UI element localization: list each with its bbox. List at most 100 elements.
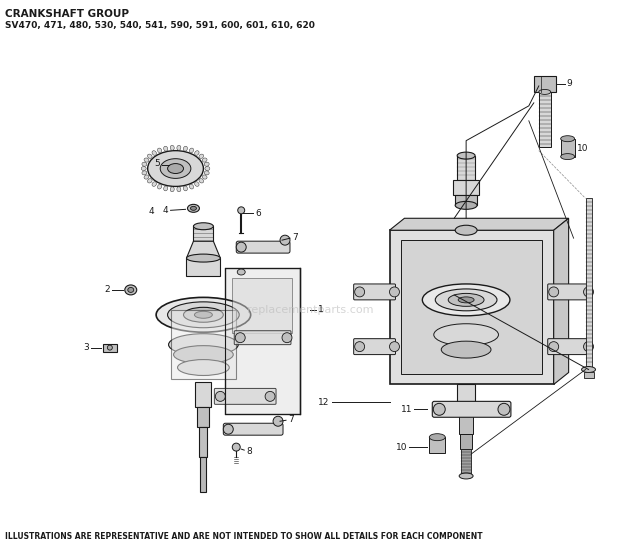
Ellipse shape bbox=[265, 391, 275, 401]
Ellipse shape bbox=[498, 403, 510, 415]
FancyBboxPatch shape bbox=[401, 240, 542, 374]
Ellipse shape bbox=[235, 333, 245, 342]
Ellipse shape bbox=[434, 324, 498, 346]
Ellipse shape bbox=[429, 433, 445, 441]
FancyBboxPatch shape bbox=[560, 139, 575, 157]
Polygon shape bbox=[554, 218, 569, 385]
Polygon shape bbox=[389, 218, 569, 230]
Text: 8: 8 bbox=[246, 447, 252, 455]
Ellipse shape bbox=[167, 163, 184, 174]
Ellipse shape bbox=[215, 391, 225, 401]
Bar bbox=[455, 196, 477, 206]
FancyBboxPatch shape bbox=[353, 339, 396, 355]
Ellipse shape bbox=[167, 302, 239, 328]
Ellipse shape bbox=[141, 167, 146, 170]
Text: 4: 4 bbox=[149, 207, 154, 216]
Bar bbox=[461, 449, 471, 474]
Text: 10: 10 bbox=[396, 443, 407, 452]
Ellipse shape bbox=[195, 151, 199, 155]
Ellipse shape bbox=[202, 158, 207, 162]
FancyBboxPatch shape bbox=[432, 401, 511, 417]
FancyBboxPatch shape bbox=[353, 284, 396, 300]
Ellipse shape bbox=[433, 403, 445, 415]
Ellipse shape bbox=[457, 152, 475, 159]
Text: ILLUSTRATIONS ARE REPRESENTATIVE AND ARE NOT INTENDED TO SHOW ALL DETAILS FOR EA: ILLUSTRATIONS ARE REPRESENTATIVE AND ARE… bbox=[6, 532, 483, 541]
Bar bbox=[459, 414, 473, 434]
Bar bbox=[460, 434, 472, 449]
Bar bbox=[187, 258, 220, 276]
Ellipse shape bbox=[237, 207, 245, 214]
Ellipse shape bbox=[422, 284, 510, 316]
Bar bbox=[170, 310, 236, 379]
Text: 3: 3 bbox=[83, 343, 89, 352]
FancyBboxPatch shape bbox=[232, 278, 292, 333]
Ellipse shape bbox=[199, 154, 203, 158]
Ellipse shape bbox=[152, 151, 156, 155]
Polygon shape bbox=[187, 241, 220, 258]
Ellipse shape bbox=[205, 167, 210, 170]
Text: 10: 10 bbox=[577, 144, 588, 153]
Ellipse shape bbox=[195, 182, 199, 186]
Ellipse shape bbox=[164, 146, 168, 151]
Text: 12: 12 bbox=[319, 398, 330, 407]
Ellipse shape bbox=[441, 341, 491, 358]
FancyBboxPatch shape bbox=[234, 330, 291, 345]
Ellipse shape bbox=[459, 473, 473, 479]
Ellipse shape bbox=[237, 269, 245, 275]
FancyBboxPatch shape bbox=[534, 76, 556, 92]
Text: 6: 6 bbox=[255, 209, 261, 218]
Ellipse shape bbox=[187, 254, 220, 262]
Ellipse shape bbox=[204, 162, 209, 166]
Ellipse shape bbox=[157, 148, 162, 153]
Ellipse shape bbox=[195, 311, 213, 318]
Bar bbox=[539, 92, 551, 147]
Ellipse shape bbox=[148, 154, 152, 158]
Ellipse shape bbox=[199, 179, 203, 183]
Ellipse shape bbox=[236, 242, 246, 252]
FancyBboxPatch shape bbox=[389, 230, 554, 385]
Ellipse shape bbox=[202, 175, 207, 179]
Ellipse shape bbox=[435, 289, 497, 311]
Ellipse shape bbox=[539, 89, 551, 94]
Ellipse shape bbox=[232, 443, 240, 451]
Ellipse shape bbox=[455, 201, 477, 209]
Ellipse shape bbox=[148, 151, 203, 186]
Ellipse shape bbox=[355, 287, 365, 297]
Text: 7: 7 bbox=[292, 233, 298, 242]
Ellipse shape bbox=[549, 287, 559, 297]
Ellipse shape bbox=[282, 333, 292, 342]
Ellipse shape bbox=[355, 341, 365, 352]
FancyBboxPatch shape bbox=[223, 423, 283, 435]
Ellipse shape bbox=[107, 345, 112, 350]
Ellipse shape bbox=[223, 424, 233, 434]
FancyBboxPatch shape bbox=[547, 284, 590, 300]
FancyBboxPatch shape bbox=[429, 437, 445, 453]
Ellipse shape bbox=[156, 298, 250, 332]
Ellipse shape bbox=[187, 204, 200, 212]
Bar bbox=[457, 385, 475, 414]
Ellipse shape bbox=[184, 146, 187, 151]
Ellipse shape bbox=[170, 187, 174, 192]
Ellipse shape bbox=[144, 175, 149, 179]
Bar bbox=[195, 383, 211, 407]
Ellipse shape bbox=[142, 171, 147, 175]
Ellipse shape bbox=[560, 136, 575, 142]
Polygon shape bbox=[225, 268, 300, 414]
Ellipse shape bbox=[389, 341, 399, 352]
FancyBboxPatch shape bbox=[103, 344, 117, 352]
Ellipse shape bbox=[448, 293, 484, 306]
Ellipse shape bbox=[184, 307, 223, 322]
Ellipse shape bbox=[170, 145, 174, 150]
Text: 4: 4 bbox=[163, 206, 169, 215]
Ellipse shape bbox=[189, 148, 193, 153]
Text: 2: 2 bbox=[104, 286, 110, 294]
Ellipse shape bbox=[152, 182, 156, 186]
Ellipse shape bbox=[144, 158, 149, 162]
Ellipse shape bbox=[389, 287, 399, 297]
Text: 1: 1 bbox=[318, 305, 324, 315]
Ellipse shape bbox=[169, 334, 238, 356]
Text: CRANKSHAFT GROUP: CRANKSHAFT GROUP bbox=[6, 9, 130, 19]
Ellipse shape bbox=[125, 285, 137, 295]
Ellipse shape bbox=[177, 145, 181, 150]
Ellipse shape bbox=[582, 367, 595, 373]
